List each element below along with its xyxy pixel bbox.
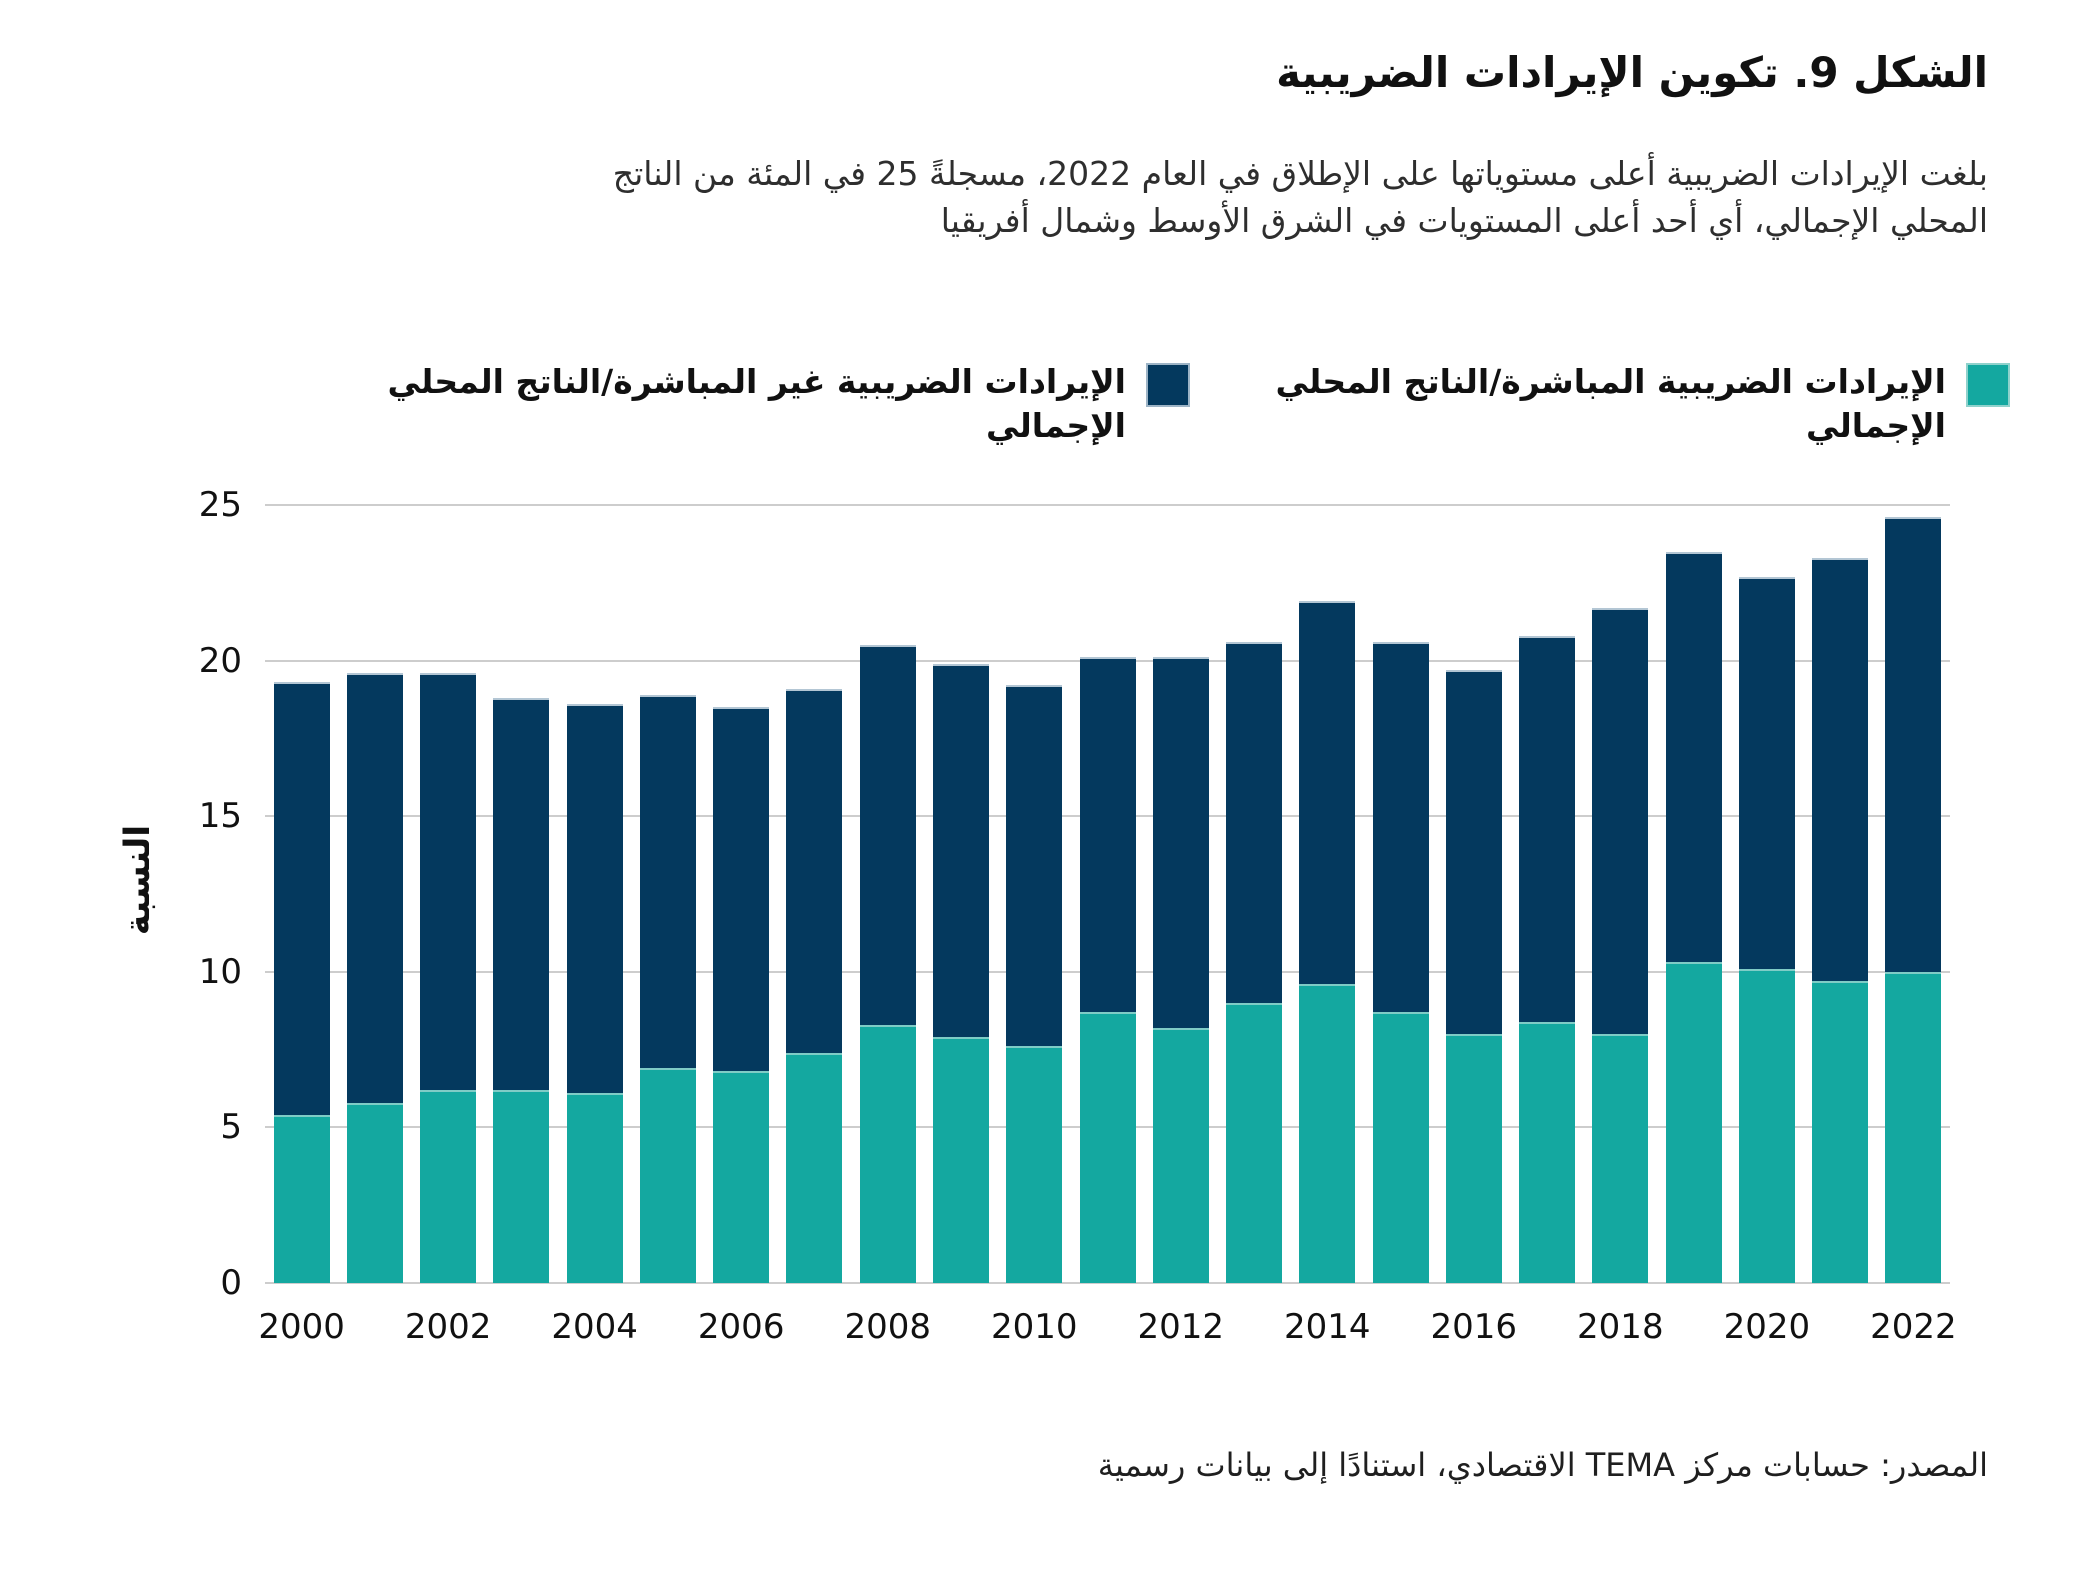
bar-segment-indirect-2020 — [1738, 576, 1795, 969]
bar-segment-indirect-2007 — [786, 688, 843, 1053]
bar-segment-indirect-2011 — [1079, 657, 1136, 1013]
y-tick-label-0: 0 — [220, 1263, 242, 1303]
y-tick-label-5: 5 — [220, 1107, 242, 1148]
legend-swatch-direct — [1966, 363, 2010, 407]
figure-subtitle: بلغت الإيرادات الضريبية أعلى مستوياتها ع… — [96, 150, 1988, 244]
bar-segment-direct-2008 — [859, 1024, 916, 1283]
x-tick-label-2018: 2018 — [1577, 1307, 1664, 1347]
bar-segment-indirect-2014 — [1299, 601, 1356, 985]
y-tick-label-25: 25 — [198, 485, 242, 525]
bar-segment-indirect-2002 — [420, 673, 477, 1091]
y-tick-label-15: 15 — [198, 796, 242, 837]
bar-segment-direct-2016 — [1445, 1034, 1502, 1283]
bar-segment-direct-2019 — [1665, 962, 1722, 1283]
y-tick-label-10: 10 — [198, 951, 242, 992]
x-tick-label-2020: 2020 — [1723, 1307, 1811, 1347]
figure-subtitle-line-2: المحلي الإجمالي، أي أحد أعلى المستويات ف… — [940, 201, 1988, 240]
bar-segment-direct-2006 — [713, 1071, 770, 1283]
bar-segment-indirect-2019 — [1665, 551, 1722, 963]
bar-segment-indirect-2009 — [932, 663, 989, 1038]
bar-segment-direct-2014 — [1299, 984, 1356, 1283]
bar-segment-direct-2002 — [420, 1090, 477, 1283]
bar-segment-indirect-2005 — [639, 694, 696, 1069]
legend-swatch-indirect — [1146, 363, 1190, 407]
bar-segment-direct-2000 — [273, 1114, 330, 1283]
bar-segment-direct-2018 — [1592, 1034, 1649, 1283]
source-note: المصدر: حسابات مركز TEMA الاقتصادي، استن… — [1097, 1446, 1988, 1484]
x-tick-label-2008: 2008 — [844, 1307, 931, 1347]
bar-segment-indirect-2008 — [859, 645, 916, 1025]
bar-segment-direct-2020 — [1738, 968, 1795, 1283]
figure-subtitle-line-1: بلغت الإيرادات الضريبية أعلى مستوياتها ع… — [612, 154, 1988, 193]
bar-segment-indirect-2021 — [1812, 557, 1869, 982]
x-tick-label-2012: 2012 — [1137, 1307, 1225, 1347]
bar-segment-indirect-2018 — [1592, 607, 1649, 1035]
bar-segment-direct-2010 — [1006, 1046, 1063, 1283]
legend-item-indirect: الإيرادات الضريبية غير المباشرة/الناتج ا… — [366, 360, 1190, 448]
x-tick-label-2000: 2000 — [258, 1307, 345, 1347]
legend-item-direct: الإيرادات الضريبية المباشرة/الناتج المحل… — [1246, 360, 2010, 448]
bar-segment-indirect-2000 — [273, 682, 330, 1115]
bar-segment-direct-2005 — [639, 1068, 696, 1283]
legend-label-indirect: الإيرادات الضريبية غير المباشرة/الناتج ا… — [387, 362, 1126, 445]
bar-segment-direct-2007 — [786, 1052, 843, 1283]
bar-segment-direct-2003 — [493, 1090, 550, 1283]
bar-segment-indirect-2013 — [1226, 641, 1283, 1003]
x-tick-label-2010: 2010 — [990, 1307, 1078, 1347]
figure-title: الشكل 9. تكوين الإيرادات الضريبية — [1276, 48, 1988, 97]
gridline-y-25 — [265, 504, 1950, 506]
x-tick-label-2014: 2014 — [1284, 1307, 1371, 1347]
bar-segment-indirect-2017 — [1519, 635, 1576, 1022]
gridline-y-0 — [265, 1282, 1950, 1284]
bar-segment-indirect-2012 — [1152, 657, 1209, 1028]
x-tick-label-2016: 2016 — [1430, 1307, 1518, 1347]
bar-segment-direct-2009 — [932, 1037, 989, 1283]
bar-segment-indirect-2015 — [1372, 641, 1429, 1013]
bar-segment-indirect-2016 — [1445, 669, 1502, 1035]
bar-segment-indirect-2004 — [566, 704, 623, 1094]
x-tick-label-2002: 2002 — [404, 1307, 492, 1347]
y-tick-label-20: 20 — [198, 640, 242, 681]
bar-segment-direct-2012 — [1152, 1027, 1209, 1283]
bar-segment-direct-2022 — [1885, 971, 1942, 1283]
chart-legend: الإيرادات الضريبية المباشرة/الناتج المحل… — [74, 360, 2010, 448]
bar-segment-indirect-2022 — [1885, 517, 1942, 972]
bar-segment-indirect-2001 — [346, 673, 403, 1103]
bar-segment-indirect-2006 — [713, 707, 770, 1072]
legend-label-direct: الإيرادات الضريبية المباشرة/الناتج المحل… — [1275, 362, 1947, 445]
bar-segment-direct-2017 — [1519, 1021, 1576, 1283]
bar-segment-direct-2001 — [346, 1102, 403, 1283]
bar-segment-indirect-2010 — [1006, 685, 1063, 1047]
bar-segment-direct-2013 — [1226, 1002, 1283, 1283]
bar-segment-direct-2004 — [566, 1093, 623, 1283]
bar-segment-direct-2015 — [1372, 1012, 1429, 1283]
bar-segment-direct-2021 — [1812, 981, 1869, 1283]
x-tick-label-2022: 2022 — [1870, 1307, 1957, 1347]
x-tick-label-2004: 2004 — [551, 1307, 638, 1347]
bar-segment-direct-2011 — [1079, 1012, 1136, 1283]
bar-segment-indirect-2003 — [493, 697, 550, 1091]
x-tick-label-2006: 2006 — [697, 1307, 785, 1347]
